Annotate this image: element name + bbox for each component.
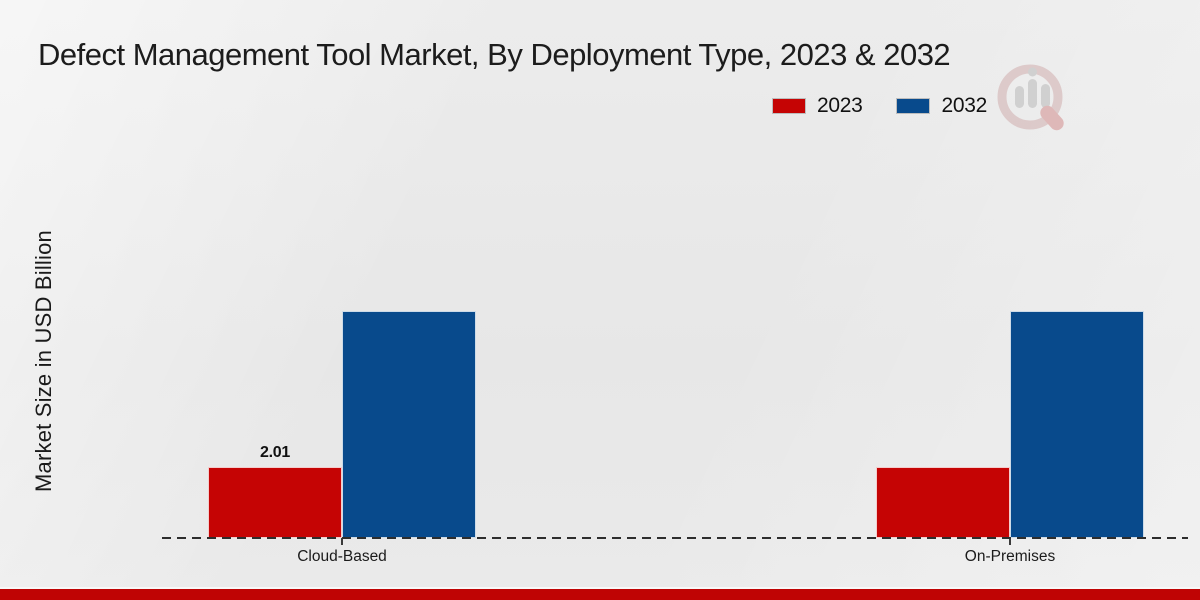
watermark-logo-icon: [997, 64, 1064, 131]
x-axis-tick: [341, 538, 343, 545]
chart-title: Defect Management Tool Market, By Deploy…: [38, 37, 951, 72]
footer-stripe: [0, 587, 1200, 600]
category-label-cloud-based: Cloud-Based: [297, 548, 387, 565]
legend-label-2032: 2032: [941, 94, 987, 117]
legend-swatch-2032: [896, 98, 931, 114]
bar-on-premises-2023: [876, 467, 1010, 538]
legend-item-2032: 2032: [896, 94, 987, 118]
x-axis-baseline: [162, 537, 1188, 539]
bar-on-premises-2032: [1010, 311, 1144, 538]
x-axis-tick: [1009, 538, 1011, 545]
category-label-on-premises: On-Premises: [964, 548, 1056, 565]
bar-value-label: 2.01: [260, 444, 290, 461]
legend-label-2023: 2023: [816, 94, 863, 117]
bar-cloud-based-2023: [208, 467, 342, 538]
bar-cloud-based-2032: [342, 311, 476, 538]
legend: 2023 2032: [771, 94, 987, 118]
legend-swatch-2023: [771, 98, 806, 114]
legend-item-2023: 2023: [771, 94, 863, 118]
